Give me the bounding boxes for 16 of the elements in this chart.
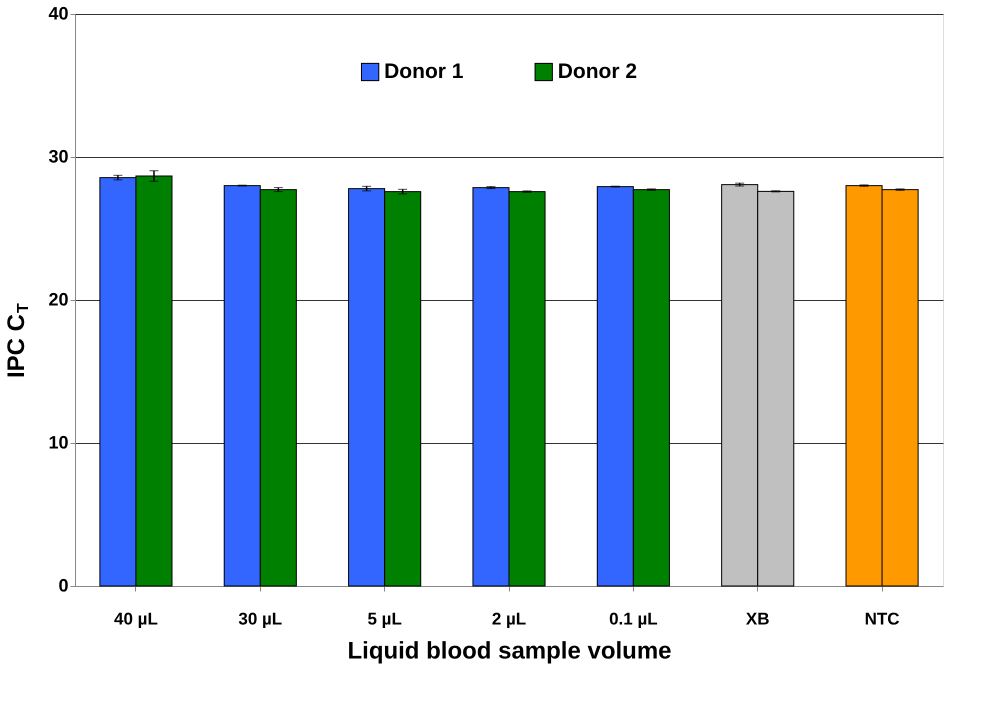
x-tick-label: NTC <box>864 610 900 628</box>
y-tick-label: 40 <box>48 4 68 24</box>
x-axis-title: Liquid blood sample volume <box>347 638 672 664</box>
y-tick-label: 20 <box>48 290 68 310</box>
y-axis-title: IPC CT <box>3 303 32 378</box>
x-tick-label: 2 µL <box>492 610 526 628</box>
legend-label: Donor 1 <box>384 60 464 83</box>
x-tick-label: 40 µL <box>114 610 158 628</box>
x-tick-label: 0.1 µL <box>609 610 658 628</box>
x-tick-label: 30 µL <box>238 610 282 628</box>
x-tick-label: XB <box>746 610 770 628</box>
y-tick-label: 0 <box>58 576 68 596</box>
y-tick-label: 30 <box>48 146 68 166</box>
legend-label: Donor 2 <box>558 60 638 83</box>
x-tick-label: 5 µL <box>367 610 402 628</box>
y-tick-label: 10 <box>48 432 68 452</box>
